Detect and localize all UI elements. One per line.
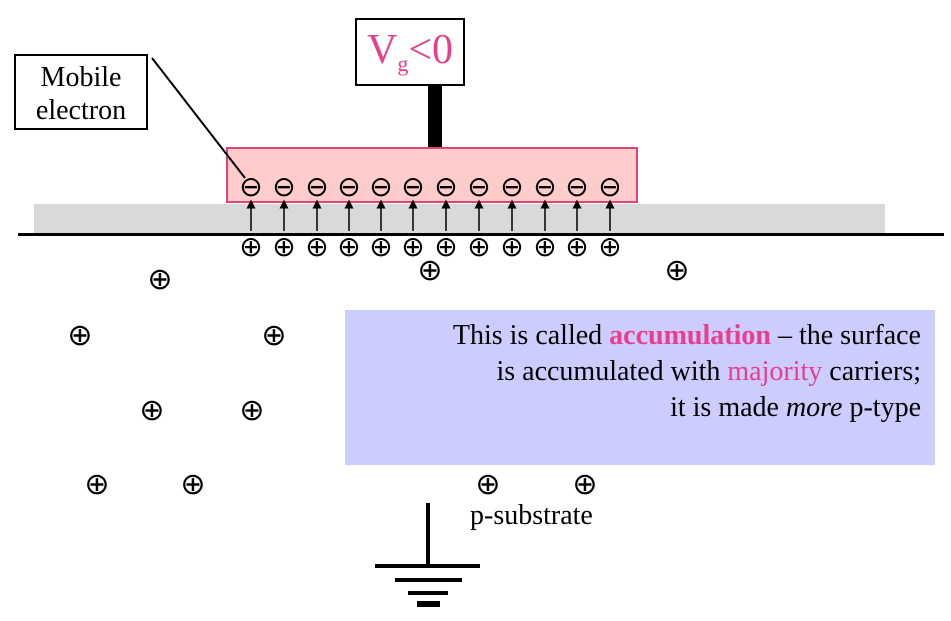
mobile-electron-label-line2: electron [35,95,127,126]
surface-electron: ⊖ [467,169,491,203]
more-term: more [785,392,843,423]
interface-hole: ⊕ [272,229,296,263]
ground-symbol [375,503,480,607]
surface-electron: ⊖ [369,169,393,203]
surface-electron: ⊖ [272,169,296,203]
interface-hole: ⊕ [565,229,589,263]
note-line-1: This is called accumulation – the surfac… [452,320,921,351]
surface-electron: ⊖ [565,169,589,203]
gate-voltage-v: V [366,27,398,73]
gate-voltage-subscript: g [397,51,409,76]
interface-hole: ⊕ [598,229,622,263]
interface-hole: ⊕ [305,229,329,263]
surface-electron: ⊖ [434,169,458,203]
gate-electrode [226,147,638,203]
note-line-2: is accumulated with majority carriers; [496,356,921,387]
surface-electron: ⊖ [533,169,557,203]
bulk-hole: ⊕ [67,317,93,353]
bulk-hole: ⊕ [475,466,501,502]
bulk-hole: ⊕ [84,466,110,502]
bulk-hole: ⊕ [417,252,443,288]
bulk-hole: ⊕ [664,252,690,288]
mobile-electron-label: Mobile electron [14,54,148,130]
bulk-hole: ⊕ [180,466,206,502]
interface-hole: ⊕ [533,229,557,263]
interface-hole: ⊕ [369,229,393,263]
surface-electron: ⊖ [401,169,425,203]
surface-electron: ⊖ [598,169,622,203]
bulk-hole: ⊕ [572,466,598,502]
interface-hole: ⊕ [239,229,263,263]
interface-hole: ⊕ [434,229,458,263]
gate-voltage-condition: <0 [408,27,454,73]
bulk-hole: ⊕ [239,392,265,428]
interface-hole: ⊕ [500,229,524,263]
interface-hole: ⊕ [337,229,361,263]
mobile-electron-leader [151,57,246,179]
bulk-hole: ⊕ [147,261,173,297]
surface-electron: ⊖ [337,169,361,203]
surface-electron: ⊖ [305,169,329,203]
bulk-hole: ⊕ [139,392,165,428]
accumulation-term: accumulation [609,320,771,351]
mobile-electron-label-line1: Mobile [40,62,122,93]
surface-electron: ⊖ [239,169,263,203]
surface-electron: ⊖ [500,169,524,203]
substrate-label: p-substrate [470,500,593,531]
bulk-hole: ⊕ [261,317,287,353]
oxide-layer [34,204,885,234]
note-line-3: it is made more p-type [670,392,921,423]
interface-hole: ⊕ [467,229,491,263]
silicon-surface-line [18,233,944,236]
gate-voltage-label: Vg<0 [355,18,465,86]
gate-contact-wire [428,86,442,152]
majority-term: majority [727,356,823,387]
interface-hole: ⊕ [401,229,425,263]
field-arrows [246,199,615,231]
accumulation-note: This is called accumulation – the surfac… [345,310,935,465]
